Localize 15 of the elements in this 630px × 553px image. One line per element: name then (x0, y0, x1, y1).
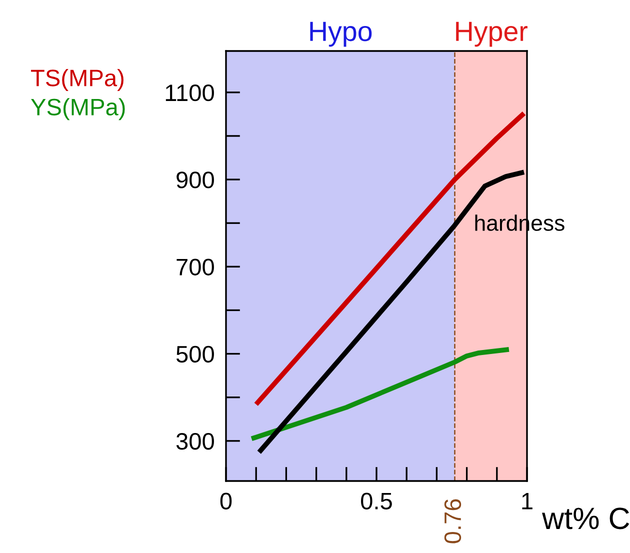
ref-line-label: 0.76 (444, 499, 462, 544)
x-tick-label: 0.5 (361, 492, 392, 510)
text: YS(MPa) (31, 98, 125, 120)
band-label: Hypo (310, 22, 372, 47)
x-tick-label: 0 (220, 492, 232, 510)
line-series (249, 347, 512, 442)
x-tick-label: 1 (522, 492, 532, 510)
y-tick-label: 1100 (166, 84, 214, 102)
y-tick-label: 900 (176, 172, 214, 188)
x-axis-title: wt% C (542, 508, 630, 530)
y-tick-label: 500 (176, 346, 214, 363)
y-tick-label: 700 (176, 258, 214, 276)
text: TS(MPa) (31, 69, 124, 92)
y-tick-label: 300 (176, 432, 214, 450)
band-label: Hyper (456, 22, 528, 47)
